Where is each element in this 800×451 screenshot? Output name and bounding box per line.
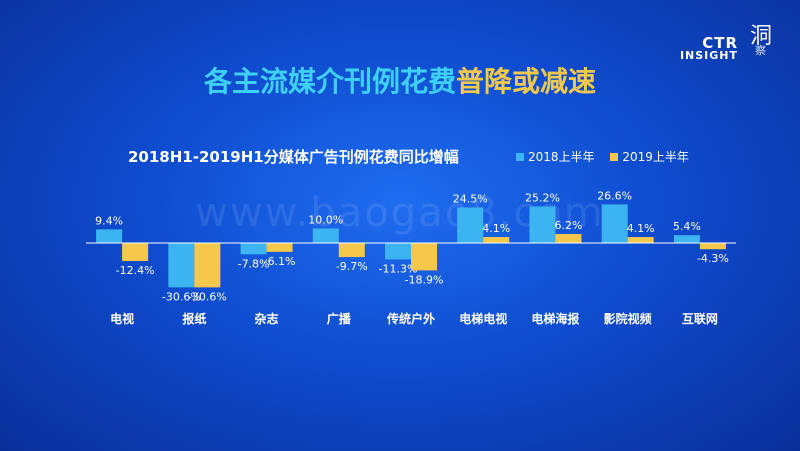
category-label-2: 杂志 <box>255 311 279 326</box>
value-label-2019-2: -6.1% <box>264 255 296 268</box>
category-label-6: 电梯海报 <box>531 311 579 326</box>
category-label-0: 电视 <box>110 311 134 326</box>
category-label-3: 广播 <box>327 311 352 326</box>
category-label-1: 报纸 <box>182 311 206 326</box>
chart-legend: 2018上半年 2019上半年 <box>516 148 701 165</box>
bar-2018-8 <box>673 235 700 243</box>
bar-2018-0 <box>96 229 123 243</box>
value-label-2019-0: -12.4% <box>116 264 155 277</box>
legend-item-2019: 2019上半年 <box>610 148 689 165</box>
chart-title: 2018H1-2019H1分媒体广告刊例花费同比增幅 <box>128 148 459 166</box>
legend-item-2018: 2018上半年 <box>516 148 595 165</box>
bar-2018-1 <box>168 243 195 288</box>
logo-cn-top: 洞 <box>749 24 772 49</box>
logo-insight: INSIGHT <box>679 49 738 62</box>
bar-2018-7 <box>601 204 628 243</box>
category-label-4: 传统户外 <box>386 311 435 326</box>
value-label-2018-4: -11.3% <box>379 262 418 275</box>
page-title-part2: 普降或减速 <box>456 65 597 98</box>
bar-2019-1 <box>194 243 221 288</box>
value-label-2018-7: 26.6% <box>597 189 632 202</box>
value-label-2019-3: -9.7% <box>336 260 368 273</box>
bar-2018-6 <box>529 206 556 243</box>
bar-2018-5 <box>457 207 484 243</box>
value-label-2018-1: -30.6% <box>162 290 201 303</box>
bar-2019-4 <box>411 243 437 271</box>
category-label-7: 影院视频 <box>604 311 652 326</box>
page-title: 各主流媒介刊例花费普降或减速 <box>0 60 800 100</box>
category-label-8: 互联网 <box>682 312 718 326</box>
bar-2019-7 <box>627 237 654 243</box>
bar-2019-3 <box>338 243 365 258</box>
value-label-2018-6: 25.2% <box>525 191 560 204</box>
value-label-2019-5: 4.1% <box>482 222 510 235</box>
legend-label-2019: 2019上半年 <box>622 150 689 164</box>
value-label-2019-4: -18.9% <box>405 273 444 286</box>
value-label-2019-8: -4.3% <box>697 252 729 265</box>
value-label-2018-0: 9.4% <box>95 214 123 227</box>
value-label-2018-8: 5.4% <box>673 220 701 233</box>
category-label-5: 电梯电视 <box>459 311 507 326</box>
value-label-2019-7: 4.1% <box>627 222 655 235</box>
ctr-insight-logo: 洞 察 CTR INSIGHT <box>664 16 774 66</box>
value-label-2018-3: 10.0% <box>308 214 343 227</box>
bar-2019-0 <box>122 243 149 261</box>
bar-2018-3 <box>312 228 339 243</box>
logo-cn-bottom: 察 <box>755 44 766 57</box>
page-title-part1: 各主流媒介刊例花费 <box>203 65 456 98</box>
bar-2018-2 <box>240 243 267 255</box>
legend-label-2018: 2018上半年 <box>528 150 595 164</box>
value-label-2018-2: -7.8% <box>238 257 270 270</box>
legend-swatch-2018 <box>516 152 524 161</box>
value-label-2019-6: 6.2% <box>554 219 582 232</box>
bar-2018-4 <box>385 243 411 260</box>
bar-2019-5 <box>483 237 510 243</box>
value-label-2018-5: 24.5% <box>453 192 488 205</box>
bar-2019-2 <box>266 243 293 252</box>
value-label-2019-1: -30.6% <box>188 290 227 303</box>
legend-swatch-2019 <box>610 152 619 161</box>
bar-2019-6 <box>555 234 582 243</box>
logo-ctr: CTR <box>702 34 738 52</box>
bar-2019-8 <box>699 243 726 250</box>
